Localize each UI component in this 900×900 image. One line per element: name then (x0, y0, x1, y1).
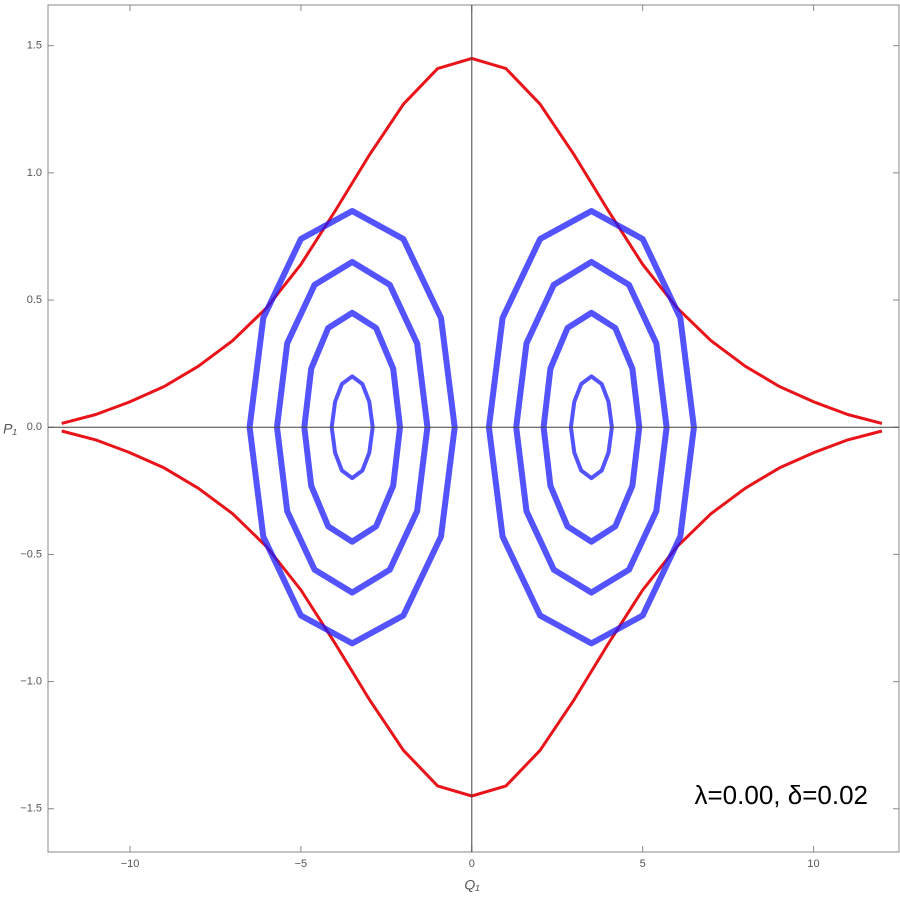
y-tick-label: 0.5 (27, 294, 42, 306)
x-tick-label: 0 (469, 858, 475, 870)
y-tick-label: 0.0 (27, 421, 42, 433)
y-tick-label: −1.5 (20, 803, 42, 815)
plot-frame (47, 4, 900, 853)
y-tick-label: −1.0 (20, 675, 42, 687)
y-tick-label: 1.0 (27, 167, 42, 179)
x-tick-label: −5 (295, 858, 308, 870)
annotation: λ=0.00, δ=0.02 (695, 780, 869, 810)
y-tick-label: 1.5 (27, 40, 42, 52)
x-tick-label: 10 (807, 858, 819, 870)
x-tick-label: −10 (121, 858, 140, 870)
x-tick-label: 5 (640, 858, 646, 870)
y-tick-label: −0.5 (20, 548, 42, 560)
x-axis-label: Q₁ (464, 877, 480, 893)
y-axis-label: P₁ (3, 421, 17, 437)
